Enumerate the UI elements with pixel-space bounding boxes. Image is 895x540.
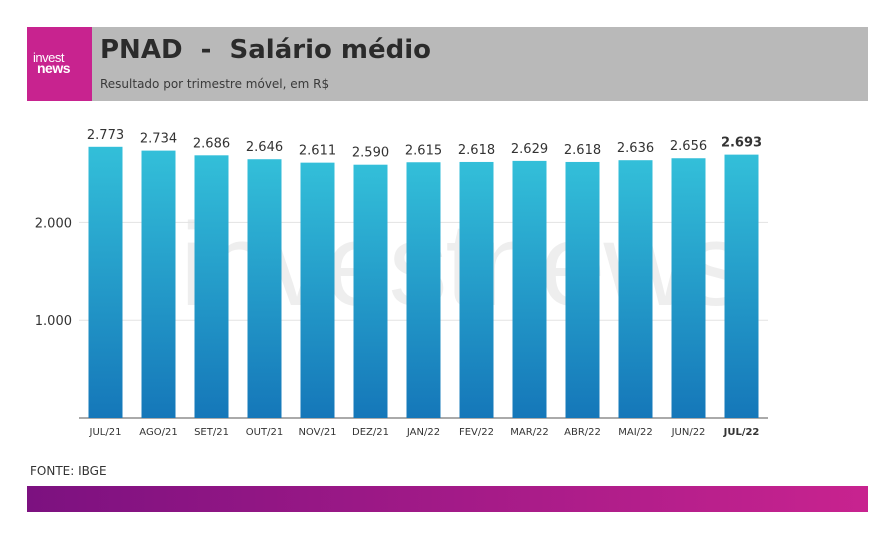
x-tick-label: JAN/22 [406, 427, 440, 438]
value-label: 2.618 [458, 143, 495, 158]
x-tick-label: DEZ/21 [352, 427, 389, 438]
bar-ago-21 [141, 150, 176, 418]
value-label: 2.636 [617, 141, 654, 156]
x-tick-label: MAR/22 [510, 427, 549, 438]
bar-jan-22 [406, 162, 441, 418]
x-tick-label: JUL/21 [89, 427, 122, 438]
value-label: 2.629 [511, 142, 548, 157]
x-tick-label: SET/21 [194, 427, 229, 438]
value-label: 2.773 [87, 128, 124, 143]
x-tick-label: AGO/21 [139, 427, 177, 438]
value-label: 2.646 [246, 140, 283, 155]
bar-dez-21 [353, 164, 388, 418]
chart-subtitle: Resultado por trimestre móvel, em R$ [100, 77, 330, 91]
logo-text-invest: invest [33, 50, 64, 65]
x-tick-label: ABR/22 [564, 427, 601, 438]
value-label: 2.656 [670, 139, 707, 154]
bar-out-21 [247, 159, 282, 419]
x-tick-label: FEV/22 [459, 427, 494, 438]
value-label: 2.693 [721, 136, 762, 151]
bar-mai-22 [618, 160, 653, 418]
bar-set-21 [194, 155, 229, 418]
bar-fev-22 [459, 161, 494, 418]
y-tick-label: 1.000 [35, 314, 72, 329]
x-tick-label: JUL/22 [723, 427, 760, 438]
investnews-logo: invest news [27, 27, 92, 101]
value-label: 2.618 [564, 143, 601, 158]
bar-jul-22 [724, 154, 759, 418]
x-tick-label: MAI/22 [618, 427, 653, 438]
bar-nov-21 [300, 162, 335, 418]
value-label: 2.611 [299, 144, 336, 159]
x-tick-label: JUN/22 [671, 427, 706, 438]
logo-text-news: news [37, 60, 71, 76]
source-note: FONTE: IBGE [30, 464, 107, 478]
bar-jul-21 [88, 146, 123, 418]
x-tick-label: NOV/21 [298, 427, 336, 438]
chart-title: PNAD - Salário médio [100, 35, 432, 65]
value-label: 2.590 [352, 146, 389, 161]
value-label: 2.615 [405, 143, 442, 158]
footer-gradient-bar [27, 486, 868, 512]
value-label: 2.686 [193, 136, 230, 151]
value-label: 2.734 [140, 132, 177, 147]
bar-abr-22 [565, 161, 600, 418]
bar-mar-22 [512, 160, 547, 419]
y-tick-label: 2.000 [35, 216, 72, 231]
header-banner: invest news PNAD - Salário médio Resulta… [27, 27, 868, 101]
x-tick-label: OUT/21 [246, 427, 283, 438]
bars [88, 146, 759, 419]
labels: 1.000 2.000 2.773 JUL/21 2.734 AGO/21 2.686 SET… [35, 128, 762, 438]
bar-jun-22 [671, 158, 706, 418]
